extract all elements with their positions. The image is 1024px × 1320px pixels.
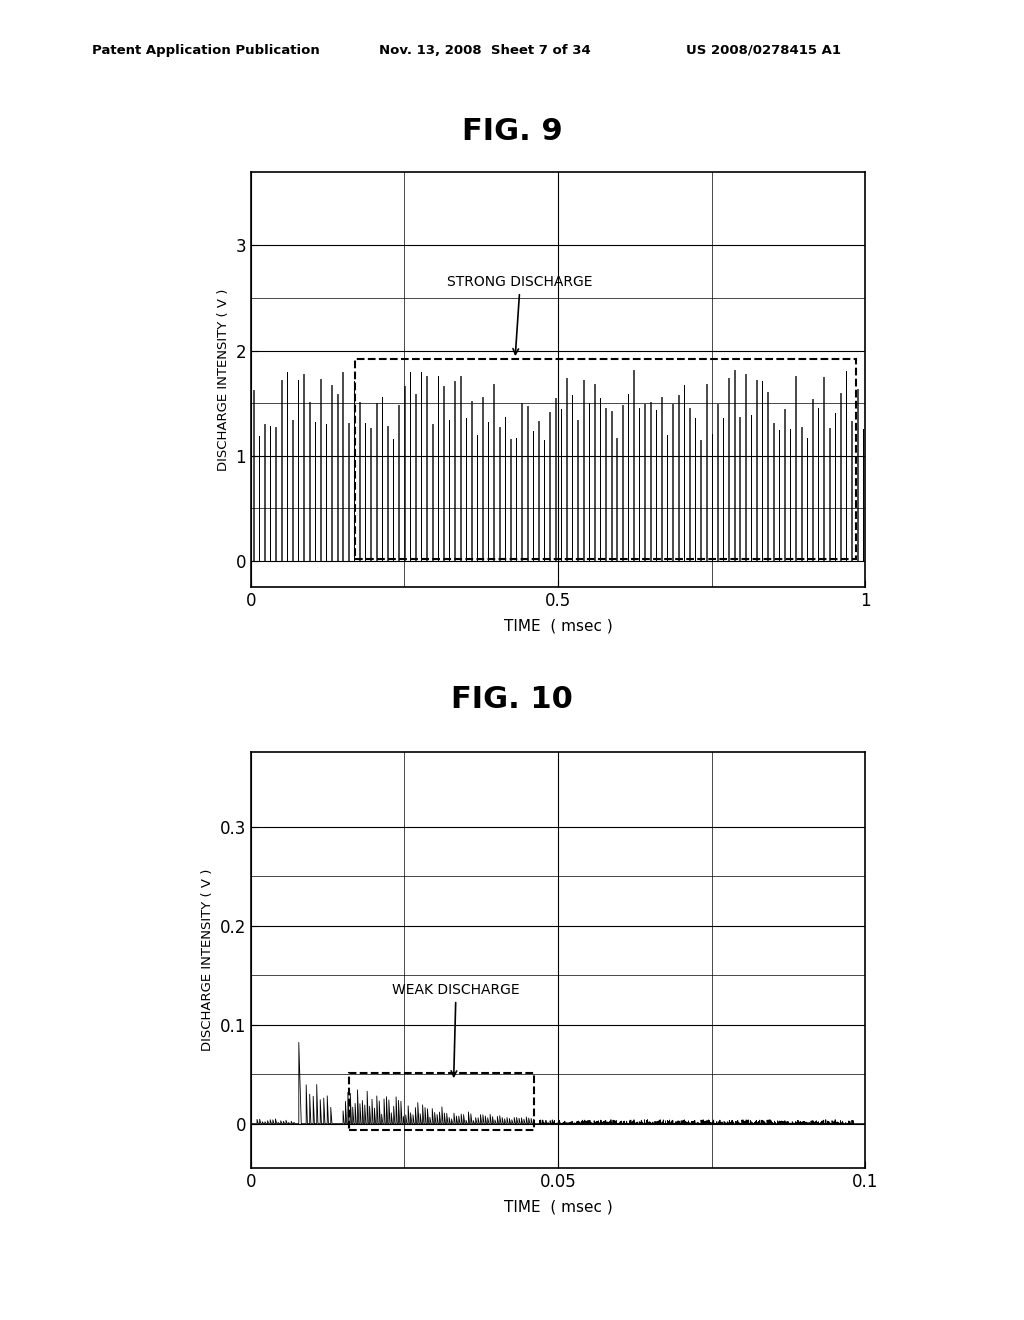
Text: Patent Application Publication: Patent Application Publication xyxy=(92,44,319,57)
Text: Nov. 13, 2008  Sheet 7 of 34: Nov. 13, 2008 Sheet 7 of 34 xyxy=(379,44,591,57)
X-axis label: TIME  ( msec ): TIME ( msec ) xyxy=(504,619,612,634)
Bar xyxy=(349,1073,534,1130)
Text: FIG. 10: FIG. 10 xyxy=(451,685,573,714)
X-axis label: TIME  ( msec ): TIME ( msec ) xyxy=(504,1200,612,1214)
Y-axis label: DISCHARGE INTENSITY ( V ): DISCHARGE INTENSITY ( V ) xyxy=(217,288,229,471)
Bar xyxy=(355,359,856,558)
Text: WEAK DISCHARGE: WEAK DISCHARGE xyxy=(392,983,520,1076)
Text: STRONG DISCHARGE: STRONG DISCHARGE xyxy=(447,275,593,354)
Y-axis label: DISCHARGE INTENSITY ( V ): DISCHARGE INTENSITY ( V ) xyxy=(201,869,214,1052)
Text: FIG. 9: FIG. 9 xyxy=(462,117,562,147)
Text: US 2008/0278415 A1: US 2008/0278415 A1 xyxy=(686,44,841,57)
